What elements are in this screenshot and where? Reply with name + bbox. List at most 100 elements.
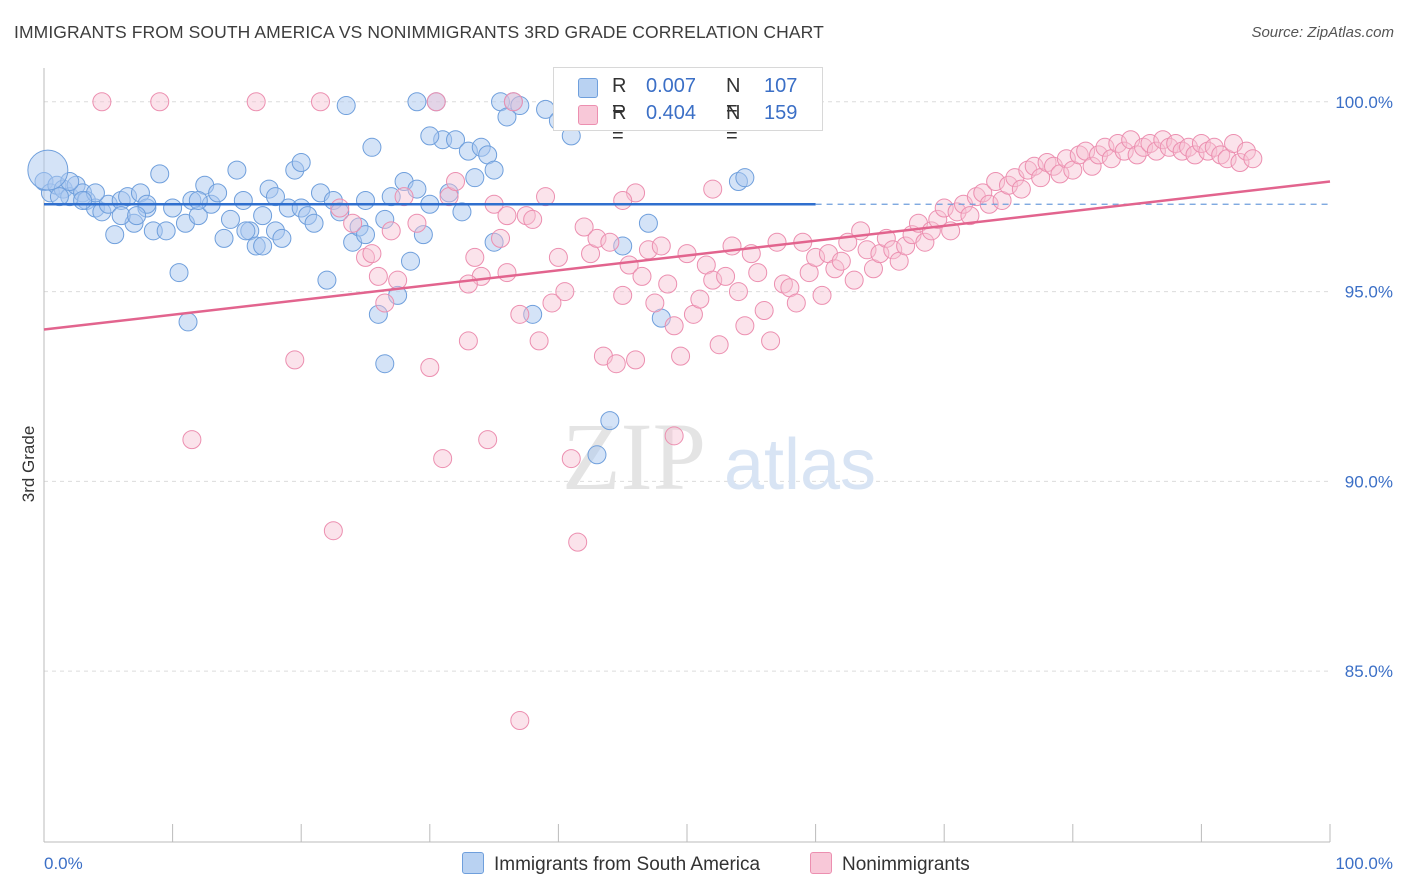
pink-point: [651, 236, 671, 256]
pink-point: [1153, 130, 1173, 150]
pink-point: [285, 350, 305, 370]
blue-point: [336, 96, 356, 116]
pink-point: [735, 316, 755, 336]
tick-labels: 100.0% 95.0% 90.0% 85.0% 0.0% 100.0%: [44, 93, 1393, 873]
pink-point: [381, 221, 401, 241]
watermark-atlas: atlas: [724, 425, 876, 505]
pink-point: [1089, 145, 1109, 165]
pink-point: [716, 266, 736, 286]
pink-point: [1211, 145, 1231, 165]
pink-point: [1172, 141, 1192, 161]
pink-point: [182, 430, 202, 450]
pink-point: [1204, 137, 1224, 157]
pink-point: [664, 316, 684, 336]
pink-point: [343, 213, 363, 233]
pink-point: [664, 426, 684, 446]
blue-point: [510, 96, 530, 116]
pink-point: [934, 198, 954, 218]
legend-r-label: R =: [612, 102, 627, 147]
pink-point: [516, 206, 536, 226]
blue-point: [401, 251, 421, 271]
blue-point: [362, 137, 382, 157]
pink-point: [542, 293, 562, 313]
bottom-legend-swatch-pink: [810, 852, 832, 874]
blue-point: [169, 263, 189, 283]
legend-n-value: 159: [764, 102, 798, 124]
trend-lines: [43, 180, 1331, 331]
blue-point: [220, 209, 240, 229]
blue-point: [127, 206, 147, 226]
pink-point: [947, 202, 967, 222]
blue-point: [368, 304, 388, 324]
x-tick-label: 100.0%: [1335, 854, 1393, 873]
pink-point: [896, 236, 916, 256]
pink-point: [1191, 134, 1211, 154]
blue-point: [156, 221, 176, 241]
y-axis-label: 3rd Grade: [19, 426, 38, 503]
pink-point: [986, 171, 1006, 191]
pink-point: [754, 301, 774, 321]
legend-n-label: N =: [726, 102, 741, 147]
blue-point: [735, 168, 755, 188]
pink-point: [1024, 156, 1044, 176]
legend-swatch-pink: [578, 105, 598, 125]
pink-point: [844, 270, 864, 290]
pink-point: [960, 206, 980, 226]
pink-point: [645, 293, 665, 313]
blue-point: [105, 225, 125, 245]
pink-point: [1243, 149, 1263, 169]
pink-point: [626, 350, 646, 370]
blue-point: [484, 232, 504, 252]
pink-point: [465, 247, 485, 267]
pink-point: [613, 285, 633, 305]
pink-point: [497, 206, 517, 226]
pink-point: [478, 430, 498, 450]
blue-point: [452, 202, 472, 222]
blue-point: [375, 209, 395, 229]
y-tick-label: 90.0%: [1345, 472, 1393, 491]
pink-point: [458, 331, 478, 351]
blue-point: [587, 445, 607, 465]
pink-point: [433, 449, 453, 469]
blue-point: [178, 312, 198, 332]
blue-point: [304, 213, 324, 233]
pink-point: [491, 228, 511, 248]
pink-point: [92, 92, 112, 112]
pink-point: [356, 247, 375, 267]
pink-point: [915, 232, 935, 252]
pink-point: [536, 187, 556, 207]
blue-point: [413, 225, 433, 245]
chart-title: IMMIGRANTS FROM SOUTH AMERICA VS NONIMMI…: [14, 22, 824, 42]
legend-r-value: 0.007: [646, 75, 697, 97]
blue-point: [163, 198, 183, 218]
pink-point: [330, 198, 350, 218]
pink-point: [999, 175, 1018, 195]
pink-point: [825, 259, 845, 279]
gridlines: [44, 101, 1330, 672]
blue-point: [272, 228, 292, 248]
blue-point: [227, 160, 247, 180]
pink-point: [497, 263, 517, 283]
pink-point: [709, 335, 729, 355]
pink-point: [857, 240, 877, 260]
pink-point: [883, 240, 903, 260]
pink-point: [767, 232, 787, 252]
pink-point: [310, 92, 330, 112]
blue-point: [73, 190, 93, 210]
bottom-legend-immigrants: Immigrants from South America: [462, 852, 760, 876]
pink-point: [1140, 134, 1160, 154]
correlation-legend: R = 0.007 N = 107 R = 0.404 N = 159: [553, 67, 823, 147]
pink-point: [761, 331, 781, 351]
pink-point: [388, 270, 408, 290]
pink-point: [510, 711, 530, 731]
blue-point: [317, 270, 337, 290]
pink-point: [658, 274, 678, 294]
pink-point: [1134, 137, 1154, 157]
pink-point: [632, 266, 652, 286]
pink-point: [407, 213, 427, 233]
pink-point: [246, 92, 266, 112]
pink-point: [613, 190, 633, 210]
blue-point: [253, 236, 273, 256]
pink-point: [671, 346, 691, 366]
bottom-legend-swatch-blue: [462, 852, 484, 874]
